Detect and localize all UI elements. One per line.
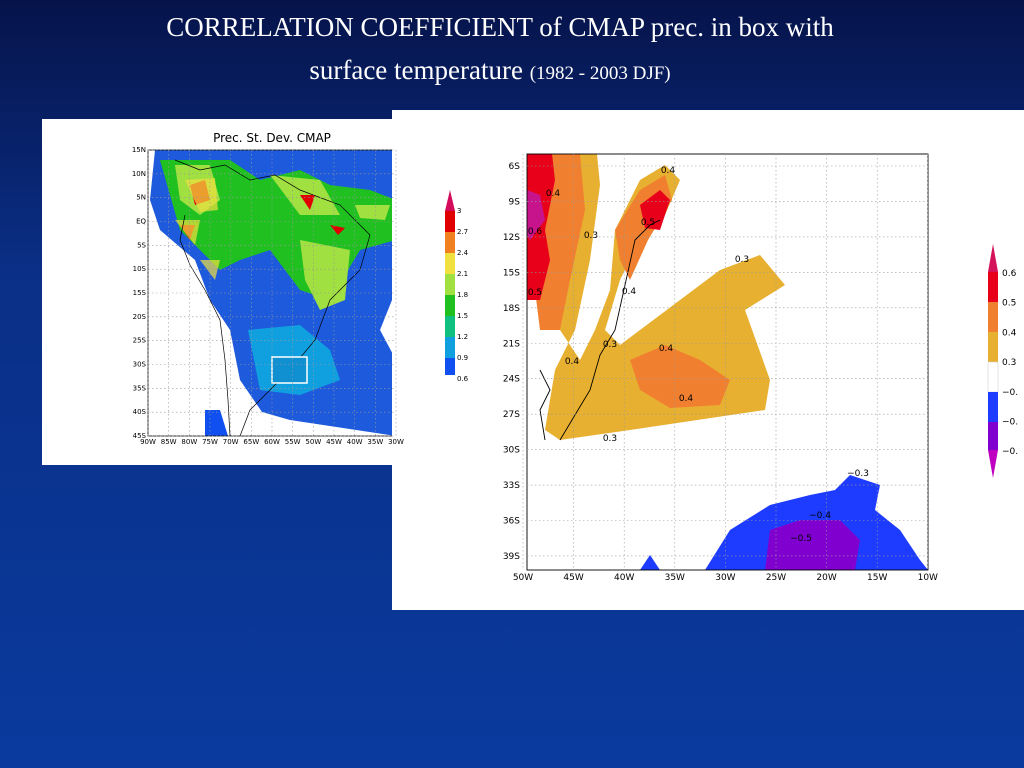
colorbar-label: 0.5: [1002, 299, 1016, 309]
colorbar-label: 2.4: [457, 249, 469, 257]
right-map: [527, 154, 928, 570]
colorbar-label: 0.9: [457, 354, 468, 362]
lat-label: 45S: [133, 432, 147, 440]
lat-label: 27S: [503, 410, 520, 420]
lon-label: 80W: [181, 438, 197, 446]
contour-label: 0.6: [528, 227, 543, 237]
colorbar-label: −0.: [1002, 447, 1018, 457]
lat-label: 25S: [133, 337, 147, 345]
lat-label: 18S: [503, 304, 520, 314]
lon-label: 90W: [140, 438, 156, 446]
contour-label: 0.3: [603, 340, 617, 350]
lon-label: 45W: [326, 438, 342, 446]
lat-label: 15S: [133, 289, 147, 297]
colorbar-label: −0.: [1002, 388, 1018, 398]
colorbar-label: 0.4: [1002, 328, 1017, 338]
contour-label: −0.5: [790, 534, 812, 544]
colorbar-label: 1.8: [457, 291, 468, 299]
title-line2: surface temperature: [309, 55, 523, 85]
lon-label: 65W: [243, 438, 259, 446]
lon-label: 50W: [305, 438, 321, 446]
lon-label: 40W: [614, 573, 634, 583]
colorbar-label: 0.6: [1002, 269, 1017, 279]
lat-label: 12S: [503, 233, 520, 243]
colorbar-label: 1.2: [457, 333, 468, 341]
lat-label: 40S: [133, 408, 147, 416]
lat-label: 5S: [137, 241, 146, 249]
right-colorbar: [987, 244, 999, 478]
lon-label: 85W: [161, 438, 177, 446]
contour-label: 0.4: [546, 189, 561, 199]
lat-label: 9S: [509, 197, 521, 207]
contour-label: 0.5: [528, 288, 542, 298]
contour-label: 0.4: [659, 344, 674, 354]
lat-label: 5N: [136, 194, 146, 202]
lon-label: 40W: [347, 438, 363, 446]
left-map-title: Prec. St. Dev. CMAP: [213, 131, 331, 145]
lon-label: 50W: [513, 573, 533, 583]
colorbar-label: −0.: [1002, 418, 1018, 428]
lon-label: 10W: [918, 573, 938, 583]
contour-label: −0.4: [809, 511, 831, 521]
left-colorbar: [445, 190, 455, 375]
lat-label: 36S: [503, 517, 520, 527]
contour-label: 0.4: [565, 357, 580, 367]
lon-label: 25W: [766, 573, 786, 583]
lat-label: 30S: [503, 446, 520, 456]
lat-label: 39S: [503, 552, 520, 562]
lon-label: 20W: [816, 573, 836, 583]
lat-label: 6S: [509, 162, 521, 172]
lon-label: 15W: [867, 573, 887, 583]
lon-label: 75W: [202, 438, 218, 446]
contour-label: 0.3: [735, 255, 749, 265]
contour-label: 0.3: [603, 434, 617, 444]
lon-label: 30W: [715, 573, 735, 583]
lat-label: 20S: [133, 313, 147, 321]
contour-label: 0.5: [641, 218, 655, 228]
lat-label: 33S: [503, 481, 520, 491]
lon-label: 70W: [223, 438, 239, 446]
colorbar-label: 0.6: [457, 375, 469, 383]
lon-label: 35W: [665, 573, 685, 583]
colorbar-label: 1.5: [457, 312, 468, 320]
contour-label: 0.3: [584, 231, 598, 241]
box: [271, 356, 308, 384]
title-period: (1982 - 2003 DJF): [530, 63, 671, 84]
lat-label: 10N: [132, 170, 146, 178]
lon-label: 55W: [285, 438, 301, 446]
lat-label: 24S: [503, 375, 520, 385]
colorbar-label: 2.7: [457, 228, 468, 236]
lon-label: 60W: [264, 438, 280, 446]
lat-label: 30S: [133, 361, 147, 369]
contour-label: 0.4: [679, 394, 694, 404]
contour-label: 0.4: [661, 166, 676, 176]
lat-label: 10S: [133, 265, 147, 273]
colorbar-label: 2.1: [457, 270, 468, 278]
lat-label: 21S: [503, 339, 520, 349]
contour-label: 0.4: [622, 287, 637, 297]
lat-label: 35S: [133, 384, 147, 392]
lon-label: 30W: [388, 438, 404, 446]
lat-label: 15S: [503, 268, 520, 278]
lon-label: 35W: [367, 438, 383, 446]
lat-label: EQ: [136, 218, 146, 226]
contour-label: −0.3: [847, 469, 869, 479]
slide-title: CORRELATION COEFFICIENT of CMAP prec. in…: [166, 12, 834, 42]
lat-label: 15N: [132, 146, 146, 154]
lon-label: 45W: [563, 573, 583, 583]
slide-subtitle: surface temperature (1982 - 2003 DJF): [309, 55, 670, 85]
colorbar-label: 3: [457, 207, 461, 215]
colorbar-label: 0.3: [1002, 358, 1016, 368]
